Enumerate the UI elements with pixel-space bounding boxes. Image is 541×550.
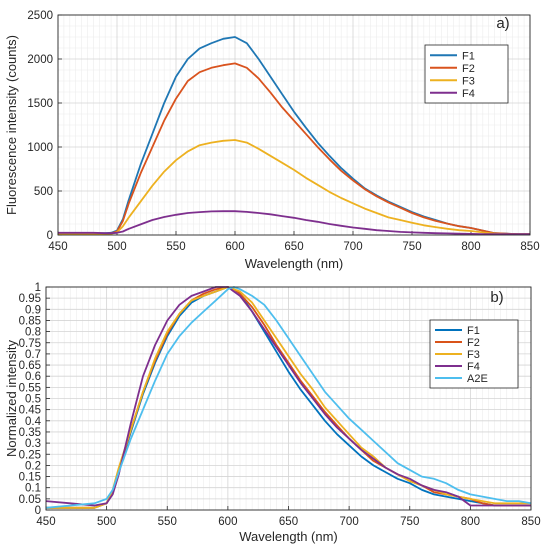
legend-label-f3: F3 [467, 349, 480, 361]
x-tick-label: 650 [284, 241, 303, 253]
y-tick-label: 0.8 [25, 327, 41, 339]
x-tick-label: 700 [340, 516, 359, 528]
series-line-a2e [45, 286, 532, 509]
x-tick-label: 750 [400, 516, 419, 528]
axes-box [57, 14, 531, 236]
series-line-f2 [58, 62, 530, 235]
x-tick-label: 650 [279, 516, 298, 528]
panel-a-chart: 450 500 550 600 650 700 750 800 850 0 500 1000 1500 2… [4, 10, 540, 271]
legend-label-a2e: A2E [467, 373, 488, 385]
y-tick-label: 0.85 [19, 315, 41, 327]
x-tick-label: 850 [521, 516, 540, 528]
y-tick-label: 0.55 [19, 382, 41, 394]
x-axis-label: Wavelength (nm) [245, 256, 344, 271]
x-tick-label: 800 [461, 241, 480, 253]
y-axis-label: Fluorescence intensity (counts) [4, 35, 19, 215]
x-axis-label: Wavelength (nm) [239, 529, 338, 544]
series-line-f4 [45, 286, 531, 507]
y-tick-label: 0.35 [19, 427, 41, 439]
y-tick-label: 0.4 [25, 416, 42, 428]
y-axis-label: Normalized intensity [4, 339, 19, 457]
axes-box [45, 286, 532, 511]
y-tick-label: 0.25 [19, 449, 41, 461]
x-tick-label: 750 [402, 241, 421, 253]
x-tick-label: 500 [107, 241, 126, 253]
x-tick-label: 700 [343, 241, 362, 253]
y-tick-label: 0 [47, 230, 53, 242]
y-tick-label: 0.95 [19, 293, 41, 305]
x-tick-label: 450 [36, 516, 55, 528]
y-tick-label: 2000 [27, 54, 53, 66]
series-line-f3 [58, 139, 530, 235]
x-tick-label: 500 [97, 516, 116, 528]
y-tick-label: 0.3 [25, 438, 41, 450]
legend-label-f4: F4 [467, 361, 480, 373]
y-tick-label: 0.7 [25, 349, 41, 361]
x-tick-label: 450 [48, 241, 67, 253]
legend-label-f4: F4 [462, 88, 475, 100]
y-tick-label: 0 [35, 505, 41, 517]
x-tick-label: 550 [166, 241, 185, 253]
legend-label-f1: F1 [462, 50, 475, 62]
y-tick-label: 0.45 [19, 405, 41, 417]
legend-label-f2: F2 [462, 63, 475, 75]
y-tick-label: 1000 [27, 142, 53, 154]
y-tick-label: 0.5 [25, 394, 41, 406]
y-tick-label: 0.75 [19, 338, 41, 350]
x-tick-label: 600 [225, 241, 244, 253]
x-tick-label: 600 [218, 516, 237, 528]
y-tick-label: 1500 [27, 98, 53, 110]
y-tick-label: 0.15 [19, 472, 41, 484]
legend-label-f2: F2 [467, 337, 480, 349]
y-tick-label: 2500 [27, 10, 53, 22]
y-tick-label: 0.6 [25, 371, 41, 383]
y-tick-label: 1 [35, 282, 41, 294]
legend-label-f1: F1 [467, 325, 480, 337]
panel-b-chart: 450 500 550 600 650 700 750 800 85000.050.10.150… [4, 282, 541, 544]
x-tick-label: 800 [461, 516, 480, 528]
series-line-f4 [58, 210, 530, 235]
series-line-f3 [46, 286, 531, 509]
y-tick-label: 0.05 [19, 494, 41, 506]
y-tick-label: 0.1 [25, 483, 41, 495]
x-tick-label: 550 [158, 516, 177, 528]
y-tick-label: 500 [34, 186, 53, 198]
y-tick-label: 0.65 [19, 360, 41, 372]
x-tick-label: 850 [520, 241, 539, 253]
y-tick-label: 0.2 [25, 460, 41, 472]
panel-label: a) [496, 15, 509, 32]
y-tick-label: 0.9 [25, 304, 41, 316]
legend-label-f3: F3 [462, 75, 475, 87]
panel-label: b) [490, 289, 503, 306]
